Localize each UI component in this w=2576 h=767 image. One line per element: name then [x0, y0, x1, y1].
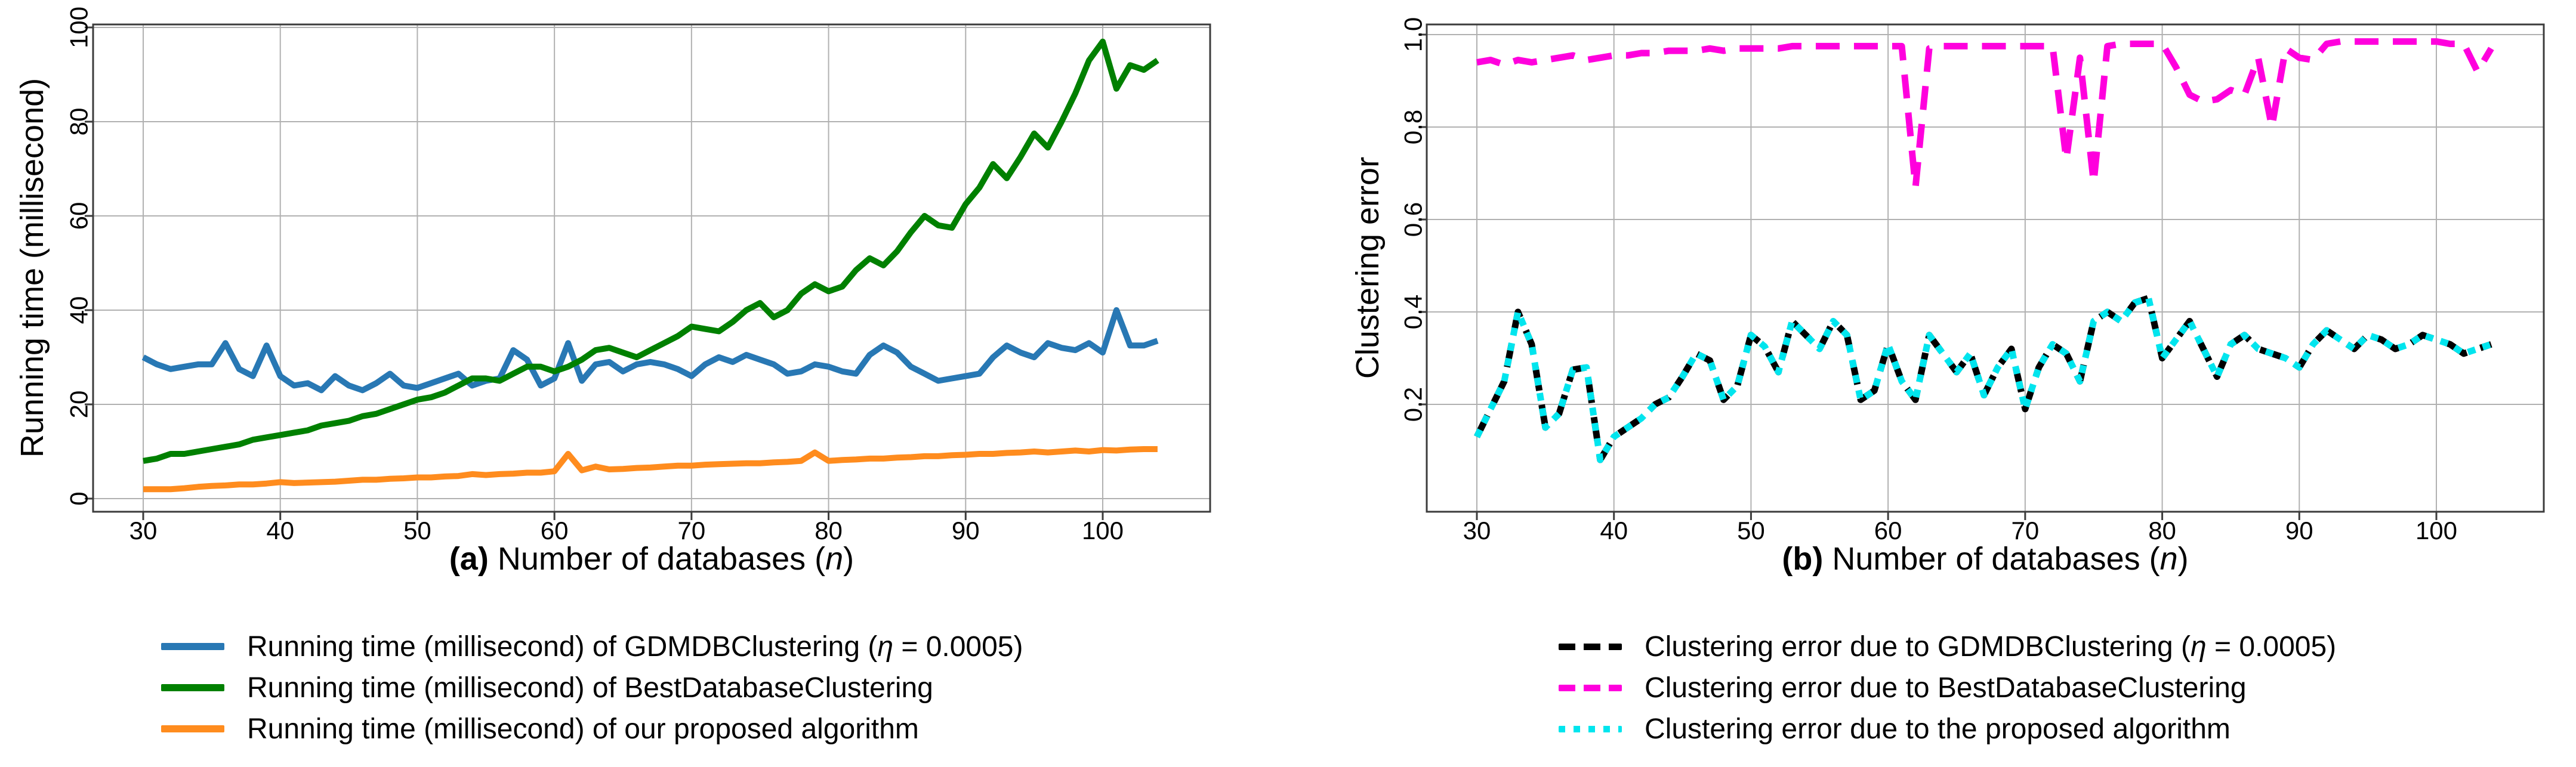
- y-tick-label: 40: [65, 296, 93, 324]
- x-tick-label: 70: [2011, 517, 2039, 545]
- x-axis-title-text: Number of databases (: [488, 541, 826, 577]
- series-line-running-time-millisecond-of-gdmdbclustering-0-00: [141, 307, 1159, 394]
- x-tick-label: 30: [1463, 517, 1491, 545]
- series-line-clustering-error-due-to-bestdatabaseclustering: [1476, 38, 2494, 191]
- y-tick-label: 0.8: [1399, 110, 1427, 144]
- chart-panel-b: 30 40 50 60 70 80 90 100 0.2 0.4 0.6 0.8 1.0: [1399, 17, 2545, 545]
- y-tick-label: 0: [65, 491, 93, 505]
- x-axis-var: n: [825, 541, 844, 577]
- legend-label: Running time (millisecond) of our propos…: [247, 713, 919, 745]
- legend-item-bestdatabase-error: Clustering error due to BestDatabaseClus…: [1559, 672, 2336, 704]
- panel-a-tag: (a): [449, 541, 489, 577]
- x-tick-label: 70: [677, 517, 705, 545]
- plot-border: [1426, 23, 2545, 513]
- x-tick-label: 60: [541, 517, 569, 545]
- x-tick-label: 30: [129, 517, 158, 545]
- x-tick-label: 100: [1082, 517, 1124, 545]
- x-axis-var: n: [2159, 541, 2178, 577]
- series-line-clustering-error-due-to-gdmdbclustering-0-0005: [1474, 295, 2492, 463]
- x-tick-label: 80: [815, 517, 843, 545]
- legend-label: Clustering error due to GDMDBClustering …: [1645, 630, 2337, 663]
- y-tick-label: 0.4: [1399, 295, 1427, 329]
- legend-swatch-magenta-dashed-line: [1559, 684, 1622, 691]
- x-axis-title-text: Number of databases (: [1823, 541, 2160, 577]
- y-axis-title-b: Clustering error: [1350, 156, 1386, 379]
- legend-swatch-orange-line: [161, 725, 224, 732]
- plot-border: [92, 23, 1211, 513]
- x-tick-label: 90: [2285, 517, 2313, 545]
- legend-label: Running time (millisecond) of GDMDBClust…: [247, 630, 1023, 663]
- legend-swatch-cyan-dotted-line: [1559, 725, 1622, 732]
- legend-label: Clustering error due to the proposed alg…: [1645, 713, 2231, 745]
- legend-item-gdmdb-running-time: Running time (millisecond) of GDMDBClust…: [161, 630, 1023, 663]
- legend-item-bestdatabase-running-time: Running time (millisecond) of BestDataba…: [161, 672, 1023, 704]
- legend-swatch-blue-line: [161, 643, 224, 650]
- charts-svg: 30 40 50 60 70 80 90 100 0 20 40 60 80 100 30 40 50 60 70 8…: [65, 7, 2545, 545]
- y-tick-label: 60: [65, 202, 93, 230]
- y-tick-label: 80: [65, 108, 93, 136]
- legend-swatch-black-dashed-line: [1559, 643, 1622, 650]
- x-tick-label: 50: [403, 517, 431, 545]
- legend-item-proposed-running-time: Running time (millisecond) of our propos…: [161, 713, 1023, 745]
- series-line-running-time-millisecond-of-our-proposed-algorit: [143, 446, 1158, 493]
- x-tick-label: 90: [952, 517, 980, 545]
- y-tick-label: 1.0: [1399, 17, 1427, 52]
- x-tick-label: 100: [2415, 517, 2457, 545]
- y-axis-title-a: Running time (millisecond): [14, 78, 50, 458]
- series-line-clustering-error-due-to-the-proposed-algorithm: [1474, 295, 2492, 463]
- panel-b-tag: (b): [1782, 541, 1824, 577]
- y-tick-label: 0.2: [1399, 387, 1427, 422]
- series-line-running-time-millisecond-of-bestdatabaseclusteri: [143, 38, 1159, 464]
- y-tick-label: 20: [65, 391, 93, 419]
- legend-swatch-green-line: [161, 684, 224, 691]
- legend-item-gdmdb-error: Clustering error due to GDMDBClustering …: [1559, 630, 2337, 663]
- x-tick-label: 60: [1874, 517, 1902, 545]
- x-tick-label: 80: [2148, 517, 2176, 545]
- legend-panel-b: Clustering error due to GDMDBClustering …: [1559, 631, 2336, 754]
- chart-panel-a: 30 40 50 60 70 80 90 100 0 20 40 60 80 100: [65, 7, 1211, 545]
- x-tick-label: 40: [1600, 517, 1628, 545]
- x-axis-title-b: (b) Number of databases (n): [1427, 540, 2544, 577]
- x-axis-title-close: ): [843, 541, 854, 577]
- x-axis-title-a: (a) Number of databases (n): [93, 540, 1210, 577]
- legend-item-proposed-error: Clustering error due to the proposed alg…: [1559, 713, 2336, 745]
- y-tick-label: 100: [65, 7, 93, 48]
- x-tick-label: 50: [1737, 517, 1765, 545]
- x-axis-title-close: ): [2177, 541, 2189, 577]
- x-tick-label: 40: [266, 517, 294, 545]
- legend-panel-a: Running time (millisecond) of GDMDBClust…: [161, 631, 1023, 754]
- legend-label: Clustering error due to BestDatabaseClus…: [1645, 672, 2247, 704]
- legend-label: Running time (millisecond) of BestDataba…: [247, 672, 933, 704]
- y-tick-label: 0.6: [1399, 202, 1427, 237]
